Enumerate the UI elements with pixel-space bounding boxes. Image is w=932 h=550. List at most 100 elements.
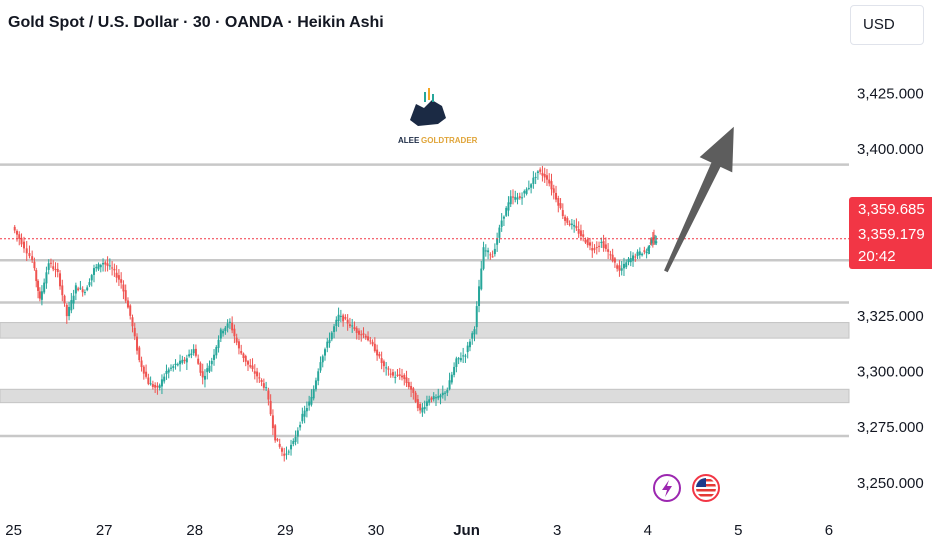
candle-body-16: [49, 262, 52, 264]
candle-body-169: [396, 374, 399, 376]
y-tick-label: 3,250.000: [857, 475, 924, 492]
candle-body-182: [425, 401, 428, 407]
candle-body-237: [550, 181, 553, 190]
candle-body-159: [373, 343, 376, 352]
candle-body-259: [600, 241, 603, 243]
candle-body-40: [104, 262, 107, 265]
x-tick-label: 6: [825, 522, 833, 539]
candle-body-221: [514, 196, 517, 200]
candle-body-0: [13, 226, 16, 231]
candle-body-66: [163, 376, 166, 382]
currency-selector[interactable]: USD: [850, 5, 924, 45]
candle-body-248: [575, 225, 578, 229]
candle-body-171: [401, 375, 404, 378]
candle-body-74: [181, 359, 184, 363]
candle-body-116: [276, 439, 279, 441]
candle-body-99: [237, 341, 240, 349]
chart-title: Gold Spot / U.S. Dollar · 30 · OANDA · H…: [8, 14, 384, 31]
candle-body-111: [265, 387, 268, 389]
candle-body-60: [149, 383, 152, 385]
candle-body-175: [410, 386, 413, 390]
lightning-icon[interactable]: [653, 474, 681, 502]
candle-body-37: [97, 264, 100, 270]
candle-body-7: [31, 256, 34, 261]
y-tick-label: 3,400.000: [857, 141, 924, 158]
candle-body-272: [629, 258, 632, 263]
candle-body-268: [620, 268, 623, 271]
candle-body-104: [249, 365, 252, 367]
candle-body-155: [364, 335, 367, 338]
x-axis: 25 27 28 29 30 Jun 3 4 5 6: [5, 522, 833, 539]
candle-body-277: [641, 253, 644, 256]
candle-body-127: [301, 413, 304, 422]
logo: ALEE GOLDTRADER: [398, 88, 478, 145]
candle-body-157: [369, 340, 372, 342]
candle-body-216: [502, 216, 505, 219]
candle-body-107: [256, 371, 259, 377]
candle-body-144: [339, 315, 342, 317]
candle-body-30: [81, 289, 84, 293]
candle-body-17: [52, 266, 55, 270]
candle-body-32: [86, 287, 89, 291]
candle-body-109: [260, 379, 263, 383]
candle-body-87: [210, 360, 213, 365]
candle-body-287: [655, 241, 658, 244]
candle-body-117: [278, 443, 281, 447]
candle-body-232: [539, 169, 542, 172]
candle-body-160: [376, 349, 379, 356]
candle-body-132: [312, 389, 315, 399]
candle-body-246: [570, 223, 573, 225]
candle-body-119: [283, 453, 286, 456]
candle-body-38: [99, 265, 102, 268]
candle-body-47: [120, 279, 123, 283]
candle-body-57: [142, 366, 145, 374]
candle-body-283: [650, 239, 653, 244]
candle-body-180: [421, 407, 424, 413]
candle-body-108: [258, 377, 261, 379]
us-flag-icon[interactable]: [692, 474, 720, 502]
candle-body-121: [287, 451, 290, 453]
candle-body-41: [106, 263, 109, 266]
zone-band-4: [0, 388, 850, 404]
candle-body-6: [28, 253, 31, 257]
candle-body-53: [133, 327, 136, 337]
candle-body-11: [38, 291, 41, 299]
candle-body-239: [555, 192, 558, 200]
candle-body-81: [197, 358, 200, 364]
candle-body-261: [604, 244, 607, 249]
candle-body-122: [290, 444, 293, 450]
candle-body-73: [179, 360, 182, 365]
candle-body-124: [294, 436, 297, 442]
candle-body-46: [117, 275, 120, 280]
candle-body-23: [65, 304, 68, 317]
candle-body-136: [321, 356, 324, 363]
candle-body-123: [292, 440, 295, 444]
candle-body-245: [568, 223, 571, 225]
candle-body-76: [185, 358, 188, 363]
candle-body-240: [557, 198, 560, 206]
candle-body-165: [387, 368, 390, 370]
candle-body-224: [521, 197, 524, 199]
candle-body-194: [453, 366, 456, 375]
candle-body-113: [269, 400, 272, 415]
candle-body-176: [412, 388, 415, 393]
bull-logo-icon: [410, 100, 446, 126]
candle-body-31: [83, 292, 86, 294]
candle-body-250: [579, 230, 582, 236]
candle-body-270: [625, 262, 628, 268]
candle-body-135: [319, 362, 322, 371]
candle-body-153: [360, 334, 363, 336]
candle-body-223: [518, 196, 521, 199]
candle-body-18: [54, 269, 57, 271]
candle-body-255: [591, 247, 594, 251]
candle-body-233: [541, 172, 544, 176]
candle-body-263: [609, 254, 612, 256]
x-tick-label: 5: [734, 522, 742, 539]
x-tick-label: 28: [186, 522, 203, 539]
candle-body-75: [183, 359, 186, 362]
candle-body-51: [129, 305, 132, 316]
candle-body-187: [437, 396, 440, 399]
candle-body-249: [577, 228, 580, 234]
candle-body-286: [654, 241, 657, 243]
